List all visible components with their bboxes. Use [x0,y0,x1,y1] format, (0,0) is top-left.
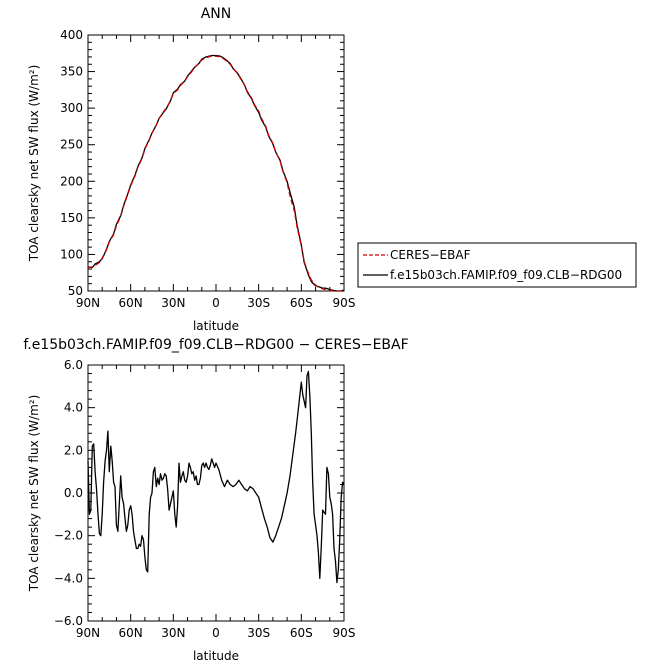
top-y-axis-label: TOA clearsky net SW flux (W/m²) [27,65,41,263]
top-y-tick-label: 50 [68,284,83,298]
bottom-y-tick-label: −4.0 [54,571,83,585]
bottom-x-tick-label: 90S [333,626,356,640]
top-x-tick-label: 60N [119,296,143,310]
top-axis-ticks [87,34,345,292]
top-panel: ANN 90N 60N 30N 0 30S 60S 90S 50 100 150 200 250 30… [27,6,355,333]
bottom-y-tick-labels: −6.0 −4.0 −2.0 0.0 2.0 4.0 6.0 [54,358,83,628]
top-y-tick-label: 350 [60,65,83,79]
top-chart-title: ANN [201,6,232,22]
top-x-tick-label: 90N [76,296,100,310]
top-y-tick-label: 250 [60,138,83,152]
bottom-series-lines [87,370,345,584]
bottom-panel: f.e15b03ch.FAMIP.f09_f09.CLB−RDG00 − CER… [23,337,408,663]
bottom-x-tick-labels: 90N 60N 30N 0 30S 60S 90S [76,626,356,640]
bottom-x-tick-label: 90N [76,626,100,640]
top-plot-frame [87,34,345,292]
bottom-x-tick-label: 60S [290,626,313,640]
top-x-tick-label: 30S [247,296,270,310]
legend-label-ceres: CERES−EBAF [390,248,471,262]
top-y-tick-label: 200 [60,174,83,188]
legend-label-model: f.e15b03ch.FAMIP.f09_f09.CLB−RDG00 [390,268,622,282]
bottom-x-tick-label: 60N [119,626,143,640]
bottom-y-tick-label: −6.0 [54,614,83,628]
bottom-y-axis-label: TOA clearsky net SW flux (W/m²) [27,395,41,593]
bottom-chart-title: f.e15b03ch.FAMIP.f09_f09.CLB−RDG00 − CER… [23,337,408,353]
top-y-tick-label: 100 [60,247,83,261]
top-y-tick-label: 150 [60,211,83,225]
top-x-axis-label: latitude [193,319,239,333]
bottom-x-axis-label: latitude [193,649,239,663]
bottom-y-tick-label: 6.0 [64,358,83,372]
bottom-y-tick-label: 4.0 [64,401,83,415]
top-series-lines [87,54,345,292]
top-x-tick-label: 0 [212,296,220,310]
top-x-tick-label: 90S [333,296,356,310]
bottom-y-tick-label: 0.0 [64,486,83,500]
bottom-y-tick-label: −2.0 [54,529,83,543]
top-x-tick-label: 30N [161,296,185,310]
top-x-tick-label: 60S [290,296,313,310]
bottom-x-tick-label: 30S [247,626,270,640]
bottom-x-tick-label: 0 [212,626,220,640]
top-series-line-1 [87,54,345,292]
top-y-tick-labels: 50 100 150 200 250 300 350 400 [60,28,83,298]
top-x-tick-labels: 90N 60N 30N 0 30S 60S 90S [76,296,356,310]
legend: CERES−EBAF f.e15b03ch.FAMIP.f09_f09.CLB−… [357,242,637,288]
top-series-line-0 [87,55,344,292]
bottom-x-tick-label: 30N [161,626,185,640]
legend-box [357,242,637,288]
top-y-tick-label: 300 [60,101,83,115]
bottom-y-tick-label: 2.0 [64,443,83,457]
bottom-series-line-0 [87,370,345,584]
top-y-tick-label: 400 [60,28,83,42]
